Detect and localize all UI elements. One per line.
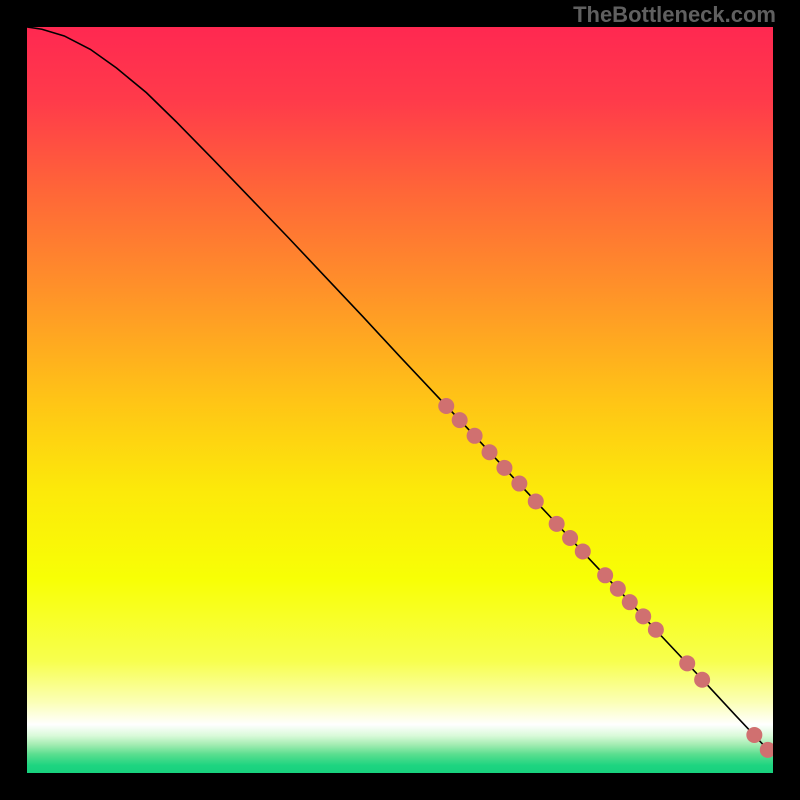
data-marker xyxy=(597,567,613,583)
data-marker xyxy=(694,672,710,688)
data-marker xyxy=(438,398,454,414)
data-marker xyxy=(648,622,664,638)
data-marker xyxy=(467,428,483,444)
data-marker xyxy=(511,476,527,492)
data-marker xyxy=(482,444,498,460)
plot-area xyxy=(27,27,773,773)
data-marker xyxy=(496,460,512,476)
data-marker xyxy=(575,543,591,559)
data-marker xyxy=(635,608,651,624)
data-marker xyxy=(452,412,468,428)
plot-svg xyxy=(27,27,773,773)
data-marker xyxy=(528,493,544,509)
data-marker xyxy=(610,581,626,597)
data-marker xyxy=(679,655,695,671)
chart-container: TheBottleneck.com xyxy=(0,0,800,800)
data-marker xyxy=(746,727,762,743)
watermark-text: TheBottleneck.com xyxy=(573,2,776,28)
data-marker xyxy=(622,594,638,610)
data-marker xyxy=(562,530,578,546)
data-marker xyxy=(549,516,565,532)
gradient-background xyxy=(27,27,773,773)
